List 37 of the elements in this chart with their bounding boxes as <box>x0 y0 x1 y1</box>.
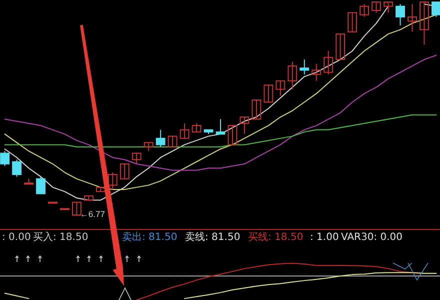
candlestick <box>336 33 346 60</box>
candlestick <box>228 125 238 146</box>
annotation: ←6.77 <box>80 209 106 219</box>
candlestick <box>300 59 310 75</box>
candlestick <box>384 2 393 14</box>
candlestick <box>156 129 166 148</box>
candlestick <box>420 2 429 46</box>
text: 卖线: 81.50 <box>185 231 240 243</box>
candlestick <box>132 152 142 164</box>
candlestick <box>348 12 358 32</box>
candlestick <box>168 136 178 148</box>
candlestick <box>288 61 298 90</box>
candlestick <box>276 80 286 96</box>
candlestick <box>36 176 46 194</box>
candlestick <box>372 2 381 14</box>
text: 卖出: 81.50 <box>122 231 178 243</box>
candlestick <box>240 116 250 135</box>
candlestick <box>72 202 82 216</box>
candlestick <box>252 99 262 120</box>
text: 买线: 18.50 <box>248 231 304 243</box>
text: VAR30: 0.00 <box>341 232 403 243</box>
candlestick <box>396 4 405 26</box>
candlestick <box>432 2 440 18</box>
candlestick <box>12 159 22 178</box>
candlestick <box>0 150 10 167</box>
candlestick <box>264 84 274 103</box>
candlestick <box>108 172 118 190</box>
candlestick <box>324 50 334 75</box>
candlestick <box>120 163 130 180</box>
candlestick <box>180 122 190 139</box>
text: : 0.00 <box>2 232 31 243</box>
text: : 1.00 <box>310 232 339 243</box>
candlestick <box>312 63 322 82</box>
candlestick <box>408 4 417 32</box>
candlestick <box>216 118 226 135</box>
candlestick <box>360 4 369 18</box>
text: 买入: 18.50 <box>33 231 88 243</box>
